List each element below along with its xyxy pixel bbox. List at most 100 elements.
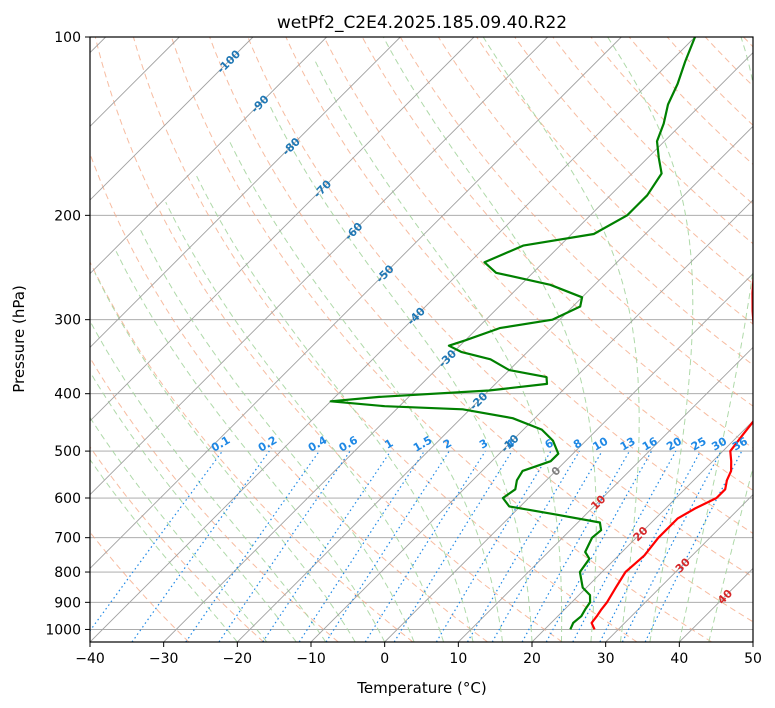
dry-adiabat-line <box>666 37 753 126</box>
moist-adiabat-line <box>94 272 356 642</box>
mixing-ratio-line <box>298 450 425 642</box>
dry-adiabat-line <box>590 37 753 205</box>
dry-adiabat-line <box>285 37 753 535</box>
background-lines <box>90 37 753 642</box>
dry-adiabat-line <box>171 37 712 642</box>
isotherm-label: 40 <box>715 587 735 607</box>
x-tick-label: −40 <box>75 651 105 667</box>
y-tick-label: 100 <box>54 30 81 46</box>
isotherm-line <box>90 37 401 348</box>
isotherm-line <box>90 37 254 201</box>
moist-adiabat-line <box>678 37 753 642</box>
isotherm-label: -60 <box>342 220 365 243</box>
y-tick-label: 800 <box>54 565 81 581</box>
x-tick-label: −20 <box>223 651 253 667</box>
dry-adiabat-line <box>514 37 753 285</box>
axes: −40 −30 −20 −10 0 10 20 30 40 5010020030040050060… <box>45 30 762 667</box>
y-tick-label: 200 <box>54 208 81 224</box>
mixing-ratio-line <box>393 450 513 642</box>
isotherm-line <box>90 37 696 642</box>
x-axis-title: Temperature (°C) <box>356 679 486 697</box>
moist-adiabat-line <box>90 370 297 642</box>
y-tick-label: 300 <box>54 313 81 329</box>
y-tick-label: 1000 <box>45 622 81 638</box>
isotherm-label: -100 <box>215 47 244 76</box>
dry-adiabat-line <box>90 531 190 642</box>
x-tick-label: 50 <box>744 651 762 667</box>
isotherm-line <box>237 125 753 642</box>
mixing-ratio-line <box>521 450 631 642</box>
dry-adiabat-line <box>94 37 563 642</box>
y-tick-label: 500 <box>54 444 81 460</box>
moist-adiabat-line <box>607 37 694 642</box>
dry-adiabat-line <box>90 260 414 642</box>
isotherm-line <box>90 37 622 569</box>
x-tick-label: 10 <box>449 651 467 667</box>
isotherm-label: -40 <box>405 305 428 328</box>
isotherm-line <box>531 420 753 642</box>
dewpoint-profile-line <box>329 37 697 630</box>
dry-adiabat-line <box>209 37 753 623</box>
moist-adiabat-line <box>708 466 753 642</box>
profile-lines <box>329 37 753 630</box>
isotherm-label: -50 <box>373 262 396 285</box>
dry-adiabat-line <box>90 152 488 642</box>
mixing-ratio-line <box>364 450 486 642</box>
isotherm-line <box>752 641 753 642</box>
x-tick-label: 40 <box>670 651 688 667</box>
x-tick-label: 0 <box>380 651 389 667</box>
isotherm-label: 0 <box>549 464 564 479</box>
line-labels: 0.1 0.2 0.4 0.6 1 1.5 2 3 4 6 8 10 13 16 20 25 30 36-100-… <box>209 47 750 607</box>
isotherm-line <box>90 37 327 275</box>
y-tick-label: 900 <box>54 595 81 611</box>
y-tick-label: 700 <box>54 531 81 547</box>
moist-adiabat-line <box>90 416 268 642</box>
moist-adiabat-line <box>115 251 386 642</box>
mixing-ratio-label: 2 <box>441 437 454 452</box>
dry-adiabat-line <box>90 446 264 642</box>
mixing-ratio-line <box>466 450 580 642</box>
dry-adiabat-line <box>323 37 753 491</box>
isotherm-line <box>90 37 548 496</box>
dry-adiabat-line <box>90 356 339 642</box>
moist-adiabat-line <box>90 458 238 642</box>
isotherm-line <box>605 494 753 642</box>
dry-adiabat-line <box>437 37 753 366</box>
moist-adiabat-line <box>382 37 597 642</box>
x-tick-label: 30 <box>597 651 615 667</box>
plot-frame <box>89 36 754 643</box>
isotherm-line <box>679 567 753 642</box>
x-tick-label: −30 <box>149 651 179 667</box>
dry-adiabat-line <box>247 37 753 578</box>
y-axis-title: Pressure (hPa) <box>10 285 28 393</box>
mixing-ratio-line <box>90 450 223 632</box>
temperature-profile-line <box>590 271 753 630</box>
moist-adiabat-line <box>90 320 327 642</box>
isotherm-line <box>384 273 753 642</box>
moist-adiabat-line <box>194 173 474 642</box>
moist-adiabat-line <box>229 141 503 642</box>
mixing-ratio-line <box>572 450 677 642</box>
moist-adiabat-line <box>139 227 415 642</box>
isotherm-line <box>458 346 753 642</box>
isotherm-line <box>310 199 753 642</box>
moist-adiabat-line <box>165 201 445 642</box>
y-tick-label: 600 <box>54 491 81 507</box>
dry-adiabat-line <box>743 37 753 48</box>
dry-adiabat-line <box>704 37 753 87</box>
isotherm-label: -10 <box>498 432 521 455</box>
isotherm-label: -80 <box>280 135 303 158</box>
isotherm-label: 10 <box>588 492 608 512</box>
mixing-ratio-line <box>435 450 552 642</box>
mixing-ratio-line <box>599 450 702 642</box>
dry-adiabat-line <box>476 37 753 325</box>
isotherm-label: -70 <box>311 177 334 200</box>
mixing-ratio-line <box>218 450 351 642</box>
moist-adiabat-line <box>482 37 640 642</box>
mixing-ratio-line <box>262 450 392 642</box>
moist-adiabat-line <box>314 61 563 642</box>
mixing-ratio-line <box>185 450 320 642</box>
y-tick-label: 400 <box>54 387 81 403</box>
mixing-ratio-line <box>325 450 450 642</box>
